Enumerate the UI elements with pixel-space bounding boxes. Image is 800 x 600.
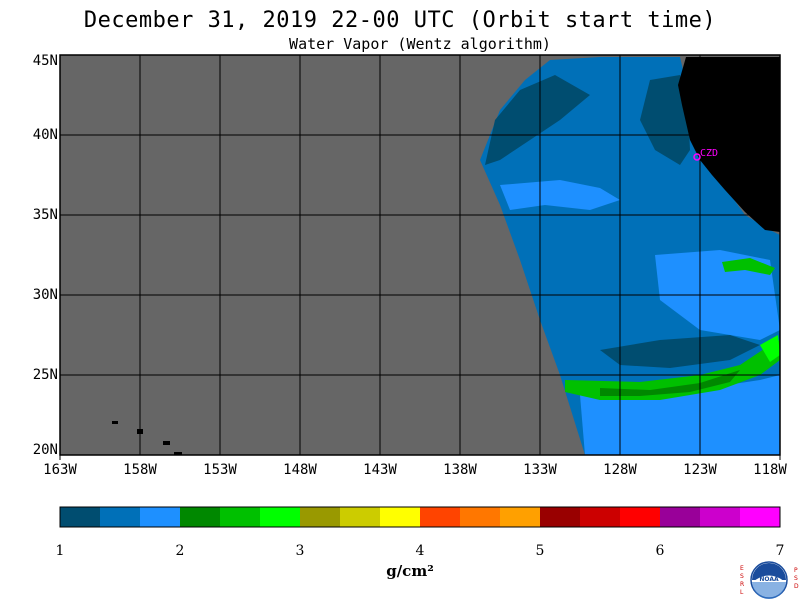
colorbar-tick-label: 7	[775, 543, 785, 559]
colorbar-swatch	[260, 507, 301, 527]
colorbar-swatch	[380, 507, 421, 527]
station-marker	[693, 153, 701, 161]
hawaii-island	[163, 441, 170, 445]
lat-label: 25N	[32, 367, 58, 383]
swath-green-band	[565, 340, 780, 400]
colorbar-swatch	[540, 507, 581, 527]
map-grid	[60, 55, 780, 455]
colorbar-swatch	[300, 507, 341, 527]
lon-label: 148W	[283, 462, 317, 478]
colorbar-swatch	[580, 507, 621, 527]
noaa-logo-bird	[754, 575, 784, 584]
colorbar-swatch	[460, 507, 501, 527]
colorbar-tick-label: 3	[295, 543, 305, 559]
lon-label: 133W	[523, 462, 557, 478]
swath-dark-middle	[600, 335, 760, 368]
lon-label: 163W	[43, 462, 77, 478]
lat-label: 20N	[32, 442, 58, 458]
land-california	[678, 57, 780, 232]
hawaii-island	[112, 421, 118, 424]
lon-label: 153W	[203, 462, 237, 478]
colorbar	[60, 507, 781, 527]
swath-green-north-patch	[722, 258, 775, 275]
swath-light-band1	[500, 180, 620, 210]
hawaii-island	[174, 452, 182, 455]
chart-subtitle: Water Vapor (Wentz algorithm)	[289, 35, 551, 53]
colorbar-swatch	[420, 507, 461, 527]
lon-label: 128W	[603, 462, 637, 478]
colorbar-swatch	[740, 507, 781, 527]
swath-bright-green	[760, 335, 780, 362]
colorbar-tick-label: 2	[175, 543, 185, 559]
lon-label: 123W	[683, 462, 717, 478]
colorbar-swatch	[620, 507, 661, 527]
map-frame	[59, 54, 781, 456]
colorbar-swatch	[140, 507, 181, 527]
colorbar-swatch	[700, 507, 741, 527]
lon-label: 143W	[363, 462, 397, 478]
colorbar-swatch	[500, 507, 541, 527]
colorbar-swatch	[180, 507, 221, 527]
colorbar-swatch	[660, 507, 701, 527]
swath-green-dark	[600, 370, 740, 396]
swath-dark-north	[485, 75, 590, 165]
lat-label: 30N	[32, 287, 58, 303]
colorbar-swatch	[100, 507, 141, 527]
noaa-logo-sea	[752, 582, 786, 599]
colorbar-tick-label: 5	[535, 543, 545, 559]
axis-ticks	[59, 455, 781, 460]
colorbar-swatch	[60, 507, 101, 527]
chart-title: December 31, 2019 22-00 UTC (Orbit start…	[83, 8, 717, 33]
noaa-logo-sky	[752, 563, 786, 580]
station-label: CZD	[700, 148, 718, 159]
colorbar-swatch	[340, 507, 381, 527]
noaa-logo-center: NOAA	[759, 576, 779, 583]
swath-dark-coast	[640, 75, 690, 165]
lat-label: 45N	[32, 53, 58, 69]
lat-label: 35N	[32, 207, 58, 223]
colorbar-swatch	[220, 507, 261, 527]
lon-label: 138W	[443, 462, 477, 478]
colorbar-tick-label: 6	[655, 543, 665, 559]
colorbar-units: g/cm²	[386, 562, 434, 580]
colorbar-tick-label: 4	[415, 543, 425, 559]
colorbar-tick-label: 1	[55, 543, 65, 559]
lat-label: 40N	[32, 127, 58, 143]
colorbar-frame	[59, 506, 781, 528]
lon-label: 158W	[123, 462, 157, 478]
lon-label: 118W	[753, 462, 787, 478]
